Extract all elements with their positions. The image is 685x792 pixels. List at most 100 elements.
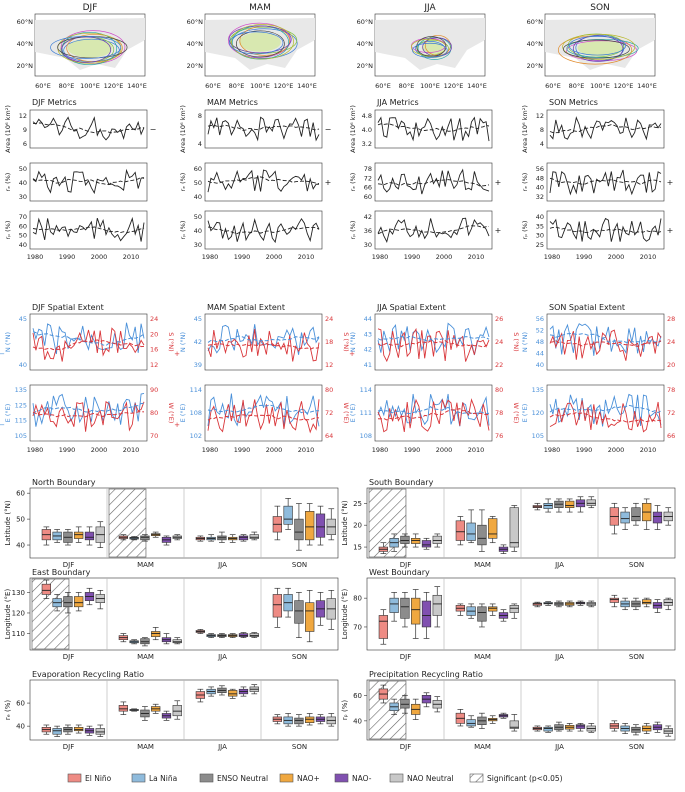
box [543, 726, 553, 732]
metric-frame [204, 109, 323, 149]
spatial-ylabel-right: S (°N) [342, 332, 350, 351]
metric-series-line [377, 116, 490, 142]
box [74, 727, 84, 732]
box [642, 599, 652, 605]
metric-ytick: 50 [19, 232, 27, 240]
trend-sign: − [325, 125, 332, 134]
spatial-ytick-left: 108 [360, 432, 372, 440]
spatial-trend-sign: − [0, 421, 5, 429]
map-ytick: 40°N [357, 40, 374, 48]
spatial-trend-blue [549, 332, 662, 344]
map-ytick: 60°N [527, 18, 544, 26]
metric-trend-line [549, 226, 662, 234]
metric-trend-line [32, 226, 145, 234]
metric-ylabel: Area (10⁶ km²) [4, 105, 12, 153]
year-tick: 2000 [91, 253, 108, 261]
group-label: SON [292, 561, 307, 569]
footprint-contour [412, 42, 448, 58]
group-label: MAM [137, 653, 154, 661]
spatial-frame [29, 313, 148, 371]
legend-label: NAO Neutral [407, 774, 454, 783]
spatial-ytick-left: 43 [364, 330, 372, 338]
footprint-contour [562, 33, 636, 60]
metric-series-line [32, 216, 145, 242]
spatial-series-blue [549, 393, 662, 427]
boxplot-ytick: 70 [353, 623, 362, 631]
year-tick: 1980 [544, 253, 561, 261]
spatial-ylabel-left: N (°N) [4, 332, 12, 352]
spatial-trend-red [377, 408, 490, 421]
footprint-contour [235, 30, 285, 58]
spatial-ylabel-left: N (°N) [521, 332, 529, 352]
boxplot-ytick: 60 [353, 692, 362, 700]
spatial-ytick-left: 125 [15, 401, 27, 409]
box [84, 531, 95, 541]
group-label: MAM [474, 561, 491, 569]
map-xtick: 140°E [297, 82, 317, 90]
footprint-contour [422, 37, 452, 57]
spatial-frame [29, 384, 148, 442]
box [466, 522, 476, 541]
group-label: JJA [217, 561, 227, 569]
group-label: SON [292, 743, 307, 751]
metric-trend-line [549, 177, 662, 186]
metric-ytick: 50 [194, 179, 202, 187]
metric-ylabel: rₚ (%) [4, 221, 12, 240]
metric-ytick: 40 [536, 213, 544, 221]
box [283, 505, 293, 525]
legend-label: La Niña [149, 774, 177, 783]
spatial-ytick-left: 114 [190, 386, 202, 394]
spatial-ytick-left: 44 [536, 350, 544, 358]
spatial-series-blue [549, 323, 662, 356]
metric-trend-line [377, 123, 490, 132]
metric-ytick: 78 [364, 165, 372, 173]
metric-ytick: 8 [540, 126, 544, 134]
metric-frame [29, 109, 148, 149]
group-label: MAM [137, 743, 154, 751]
group-label: JJA [554, 743, 564, 751]
metric-ytick: 32 [536, 193, 544, 201]
box [586, 499, 596, 506]
year-tick: 2010 [298, 253, 315, 261]
spatial-ytick-left: 45 [19, 315, 27, 323]
metrics-panel-1: MAM Metrics 8 4 Area (10⁶ km²) − 60 50 40 rₑ (%)… [179, 98, 331, 261]
group-label: JJA [217, 743, 227, 751]
metric-ytick: 9 [23, 126, 27, 134]
metric-ytick: 72 [364, 174, 372, 182]
spatial-series-blue [32, 322, 145, 355]
map-xtick: 60°E [35, 82, 51, 90]
year-tick: 1980 [544, 446, 561, 454]
metric-series-line [207, 116, 320, 142]
legend-label: Significant (p<0.05) [487, 774, 563, 783]
year-tick: 1990 [234, 253, 251, 261]
spatial-trend-sign: + [174, 350, 180, 358]
metric-ylabel: rₑ (%) [349, 173, 357, 192]
spatial-trend-blue [549, 404, 662, 414]
boxplot-title: Precipitation Recycling Ratio [369, 670, 483, 679]
metric-series-line [32, 116, 145, 141]
group-label: DJF [63, 743, 74, 751]
footprint-contour [566, 38, 639, 58]
spatial-series-blue [377, 322, 490, 356]
boxplot-ytick: 80 [353, 595, 362, 603]
spatial-trend-red [377, 340, 490, 348]
box [305, 511, 315, 541]
year-tick: 2000 [266, 446, 283, 454]
trend-sign: + [667, 178, 674, 187]
spatial-ytick-left: 111 [360, 409, 372, 417]
spatial-trend-blue [32, 331, 145, 347]
metric-trend-line [549, 124, 662, 134]
metric-frame [546, 162, 665, 202]
metrics-title: MAM Metrics [207, 98, 258, 107]
spatial-ylabel-left: N (°N) [179, 332, 187, 352]
metric-ytick: 8 [198, 112, 202, 120]
spatial-ytick-right: 18 [325, 338, 333, 346]
box [305, 602, 315, 632]
box [378, 615, 388, 639]
legend-swatch [131, 773, 146, 783]
spatial-ytick-right: 20 [667, 361, 675, 369]
metric-frame [374, 162, 493, 202]
spatial-ylabel-left: E (°E) [349, 404, 357, 423]
